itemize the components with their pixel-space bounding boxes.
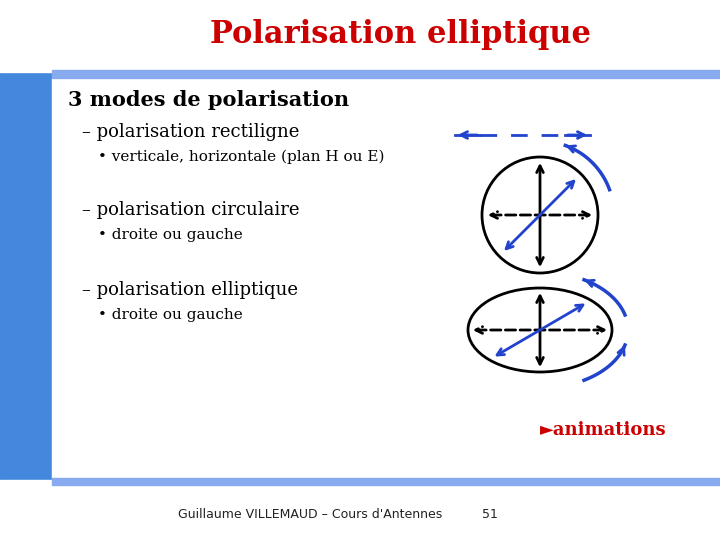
Text: 3 modes de polarisation: 3 modes de polarisation bbox=[68, 90, 349, 110]
Bar bbox=[0, 36, 52, 48]
Bar bbox=[0, 396, 52, 408]
Text: Guillaume VILLEMAUD – Cours d'Antennes: Guillaume VILLEMAUD – Cours d'Antennes bbox=[178, 509, 442, 522]
Text: • verticale, horizontale (plan H ou E): • verticale, horizontale (plan H ou E) bbox=[98, 150, 384, 164]
Bar bbox=[0, 132, 52, 144]
Text: – polarisation rectiligne: – polarisation rectiligne bbox=[82, 123, 300, 141]
Bar bbox=[0, 0, 720, 72]
Bar bbox=[0, 312, 52, 324]
Bar bbox=[0, 0, 52, 480]
Bar bbox=[0, 60, 52, 72]
Text: Polarisation elliptique: Polarisation elliptique bbox=[210, 19, 590, 51]
Bar bbox=[52, 70, 720, 78]
Bar bbox=[0, 384, 52, 396]
Bar bbox=[0, 72, 52, 84]
Bar bbox=[0, 120, 52, 132]
Text: – polarisation circulaire: – polarisation circulaire bbox=[82, 201, 300, 219]
Bar bbox=[0, 216, 52, 228]
Bar bbox=[0, 180, 52, 192]
Bar bbox=[0, 468, 52, 480]
Bar bbox=[0, 408, 52, 420]
Bar bbox=[0, 288, 52, 300]
Bar bbox=[0, 156, 52, 168]
Bar bbox=[0, 324, 52, 336]
Bar bbox=[0, 348, 52, 360]
Text: ►animations: ►animations bbox=[540, 421, 667, 439]
Bar bbox=[0, 204, 52, 216]
Bar bbox=[0, 96, 52, 108]
Bar bbox=[0, 228, 52, 240]
Bar bbox=[0, 240, 52, 252]
Bar bbox=[0, 24, 52, 36]
Bar bbox=[0, 12, 52, 24]
Bar bbox=[52, 478, 720, 485]
Bar bbox=[0, 108, 52, 120]
Bar bbox=[0, 336, 52, 348]
Bar bbox=[0, 264, 52, 276]
Text: • droite ou gauche: • droite ou gauche bbox=[98, 228, 243, 242]
Text: – polarisation elliptique: – polarisation elliptique bbox=[82, 281, 298, 299]
Bar bbox=[0, 48, 52, 60]
Bar bbox=[0, 276, 52, 288]
Text: • droite ou gauche: • droite ou gauche bbox=[98, 308, 243, 322]
Bar bbox=[0, 84, 52, 96]
Bar bbox=[0, 0, 52, 12]
Bar bbox=[0, 168, 52, 180]
Bar bbox=[0, 252, 52, 264]
Text: 51: 51 bbox=[482, 509, 498, 522]
Bar bbox=[0, 420, 52, 432]
Bar bbox=[0, 360, 52, 372]
Bar bbox=[0, 444, 52, 456]
Bar bbox=[52, 78, 720, 478]
Bar bbox=[0, 456, 52, 468]
Bar bbox=[0, 192, 52, 204]
Bar bbox=[0, 144, 52, 156]
Bar bbox=[0, 480, 720, 540]
Bar bbox=[0, 372, 52, 384]
Bar bbox=[0, 432, 52, 444]
Bar bbox=[0, 300, 52, 312]
